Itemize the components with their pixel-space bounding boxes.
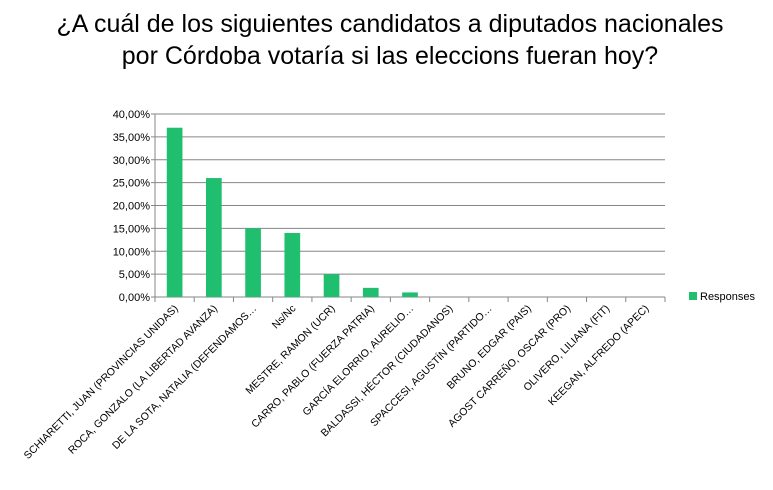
legend-swatch (689, 292, 697, 300)
y-tick-label: 40,00% (113, 109, 151, 121)
y-tick-label: 0,00% (119, 292, 150, 304)
y-tick-label: 35,00% (113, 132, 151, 144)
bar (362, 287, 379, 297)
bar (402, 292, 418, 297)
x-tick-label: ROCA, GONZALO (LA LIBERTAD AVANZA) (66, 303, 220, 457)
y-tick-label: 30,00% (113, 155, 151, 167)
legend: Responses (689, 291, 756, 303)
bar (206, 178, 222, 297)
chart-title: ¿A cuál de los siguientes candidatos a d… (56, 10, 724, 70)
x-tick-label: SCHIARETTI, JUAN (PROVINCIAS UNIDAS) (22, 303, 181, 462)
y-tick-label: 5,00% (119, 269, 150, 281)
x-tick-labels: SCHIARETTI, JUAN (PROVINCIAS UNIDAS)ROCA… (22, 302, 652, 462)
bar (245, 228, 261, 297)
x-tick-label: DE LA SOTA, NATALIA (DEFENDAMOS… (110, 303, 259, 452)
x-tick-label: Ns/Nc (270, 303, 299, 332)
y-tick-label: 25,00% (113, 178, 151, 190)
y-tick-labels: 0,00% 5,00% 10,00% 15,00% 20,00% 25,00% 30,00%… (113, 109, 151, 304)
gridlines (155, 113, 665, 275)
y-tick-label: 10,00% (113, 246, 151, 258)
bars (166, 127, 418, 297)
y-tick-label: 20,00% (113, 201, 151, 213)
bar (284, 232, 301, 297)
bar (166, 127, 183, 297)
bar (323, 274, 340, 297)
legend-label: Responses (700, 291, 756, 303)
y-tick-label: 15,00% (113, 223, 151, 235)
